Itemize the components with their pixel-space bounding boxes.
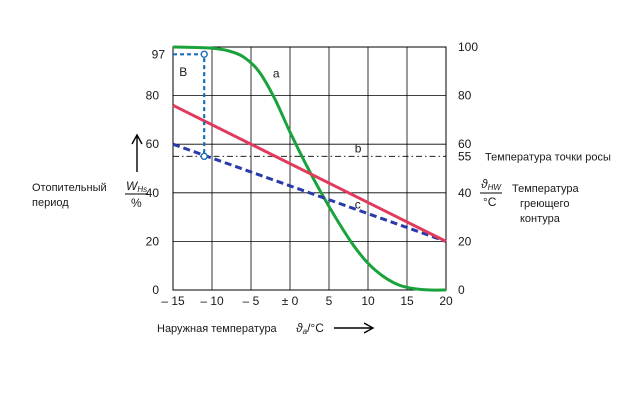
right-side-label-line1: Температура [512,183,580,195]
x-tick-label: 10 [361,294,375,308]
marker-point-top [200,50,208,58]
series-line-a [172,45,447,292]
x-tick-label: 5 [326,294,333,308]
plot-frame [172,46,447,291]
marker-dashed-guide [173,53,206,157]
y-right-tick-label: 40 [458,186,472,200]
y-left-tick-label: 40 [146,186,160,200]
x-axis-symbol: ϑa/°C [296,321,324,336]
x-tick-label: – 10 [200,294,224,308]
series-label-c: c [355,198,361,212]
y-left-tick-label: 60 [146,137,160,151]
x-tick-label: – 15 [161,294,185,308]
series-label-b: b [355,142,362,156]
up-arrow-icon [131,133,143,172]
y-left-highlight-tick: 97 [152,47,166,61]
left-side-label-line1: Отопительный [32,182,107,194]
y-right-highlight-tick: 55 [458,149,472,163]
y-right-tick-label: 100 [458,40,478,54]
x-tick-label: – 5 [243,294,260,308]
y-right-tick-label: 20 [458,234,472,248]
left-side-label-line2: период [32,197,69,209]
y-right-tick-label: 60 [458,137,472,151]
series-line-unnamed [172,103,447,243]
marker-point-bottom [200,152,208,161]
y-right-unit: °C [483,195,497,209]
y-left-tick-label: 0 [152,283,159,297]
x-tick-label: 15 [400,294,414,308]
y-left-tick-label: 80 [146,89,160,103]
y-left-symbol: WHs [126,179,147,194]
y-left-unit: % [131,196,142,210]
right-side-label-line2: греющего [520,198,569,210]
series-line-c [172,142,447,243]
x-tick-label: ± 0 [282,294,299,308]
y-left-tick-label: 20 [146,234,160,248]
right-arrow-icon [334,322,375,334]
y-right-symbol: ϑHW [481,177,502,192]
dew-point-label: Температура точки росы [485,151,611,163]
right-side-label-line3: контура [520,213,561,225]
x-tick-label: 20 [439,294,453,308]
y-right-tick-label: 80 [458,89,472,103]
region-label: B [179,65,187,79]
y-right-tick-label: 0 [458,283,465,297]
x-axis-label: Наружная температура [157,323,278,335]
series-label-a: a [273,66,280,80]
